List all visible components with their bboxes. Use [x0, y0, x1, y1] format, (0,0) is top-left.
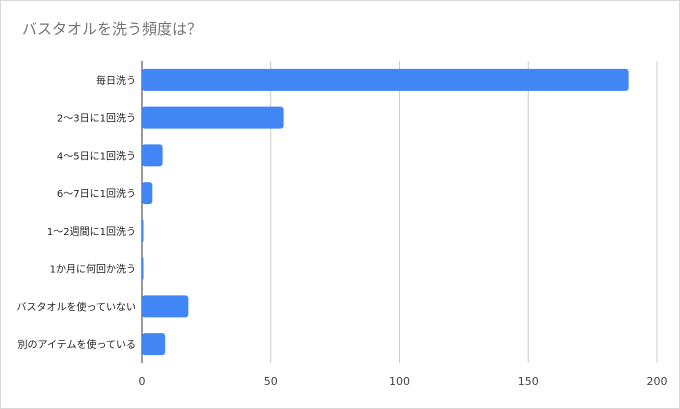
x-tick-label: 0	[139, 375, 146, 388]
category-label: 毎日洗う	[96, 74, 136, 87]
category-label: 1か月に何回か洗う	[50, 263, 136, 276]
x-tick-label: 150	[518, 375, 539, 388]
bar	[142, 182, 153, 205]
bar	[142, 219, 144, 242]
x-tick-label: 50	[264, 375, 278, 388]
x-tick-label: 200	[647, 375, 668, 388]
bar	[142, 68, 629, 91]
bar	[142, 295, 189, 318]
category-label: 1〜2週間に1回洗う	[47, 226, 136, 238]
bar	[142, 106, 284, 129]
category-label: 6〜7日に1回洗う	[57, 188, 136, 200]
chart-title: バスタオルを洗う頻度は？	[22, 20, 203, 38]
gridlines	[141, 61, 658, 363]
bars	[142, 68, 629, 356]
category-labels: 毎日洗う 2〜3日に1回洗う 4〜5日に1回洗う 6〜7日に1回洗う 1〜2週間に1回洗…	[17, 74, 137, 351]
x-tick-label: 100	[389, 375, 410, 388]
category-label: 4〜5日に1回洗う	[57, 150, 136, 162]
category-label: バスタオルを使っていない	[17, 300, 137, 313]
bar	[142, 144, 163, 167]
category-label: 別のアイテムを使っている	[18, 338, 137, 351]
bar	[142, 333, 166, 356]
x-tick-labels: 0 50 100 150 200	[139, 375, 668, 388]
bar	[142, 257, 144, 280]
category-label: 2〜3日に1回洗う	[57, 113, 136, 125]
